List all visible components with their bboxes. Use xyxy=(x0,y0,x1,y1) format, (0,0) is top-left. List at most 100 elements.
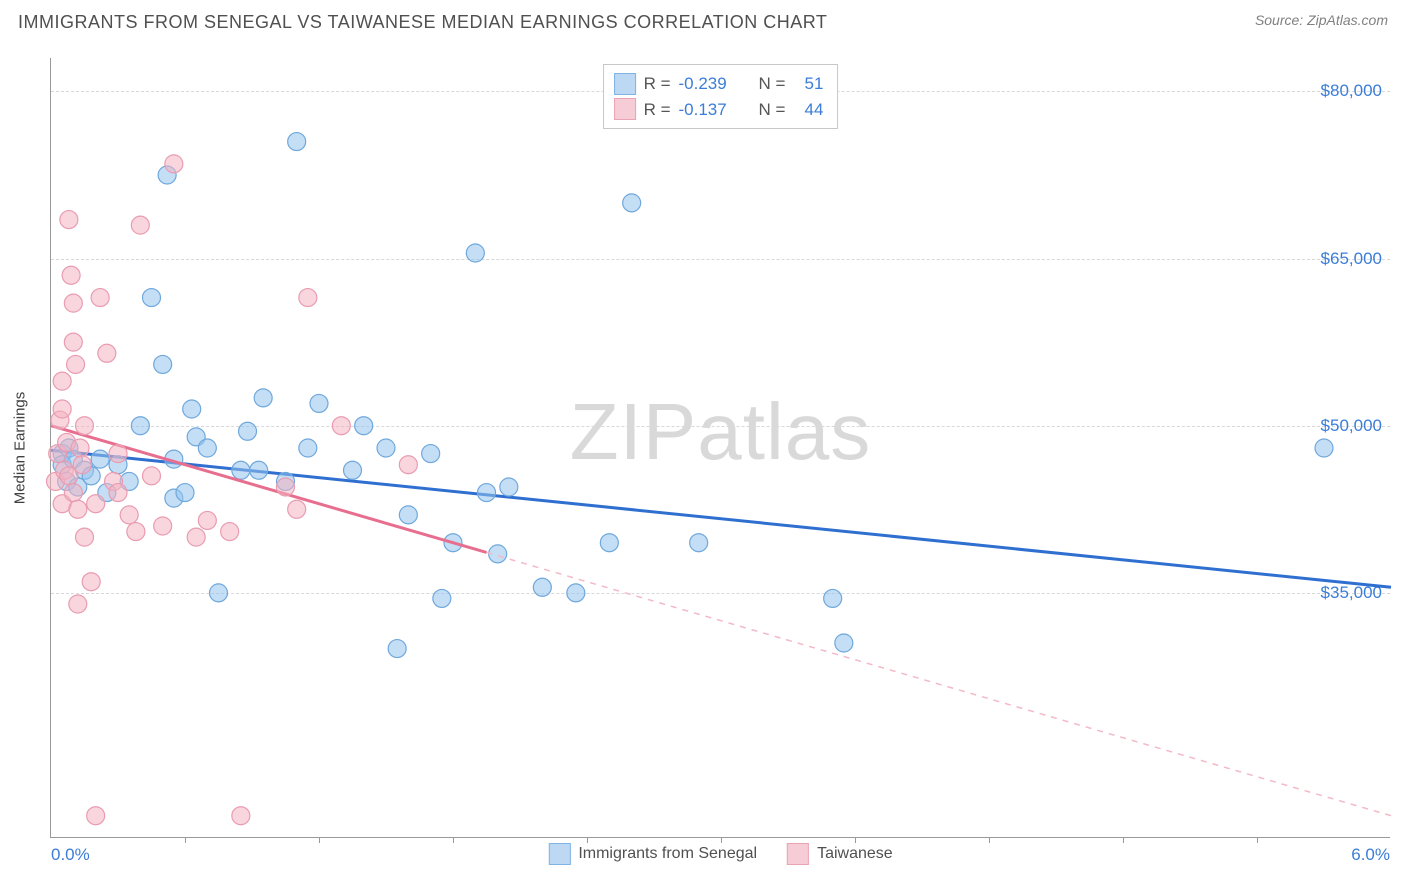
data-point xyxy=(131,417,149,435)
data-point xyxy=(198,511,216,529)
chart-title: IMMIGRANTS FROM SENEGAL VS TAIWANESE MED… xyxy=(18,12,827,33)
n-label: N = xyxy=(759,97,786,123)
data-point xyxy=(109,484,127,502)
data-point xyxy=(1315,439,1333,457)
data-point xyxy=(69,500,87,518)
scatter-svg xyxy=(51,58,1390,837)
data-point xyxy=(69,595,87,613)
data-point xyxy=(399,506,417,524)
series-legend-item: Taiwanese xyxy=(787,843,893,865)
x-tick xyxy=(453,837,454,843)
data-point xyxy=(154,355,172,373)
data-point xyxy=(73,456,91,474)
data-point xyxy=(183,400,201,418)
data-point xyxy=(53,372,71,390)
data-point xyxy=(53,400,71,418)
data-point xyxy=(623,194,641,212)
plot-region: $35,000$50,000$65,000$80,000 ZIPatlas 0.… xyxy=(50,58,1390,838)
data-point xyxy=(91,450,109,468)
x-tick xyxy=(319,837,320,843)
series-legend-label: Immigrants from Senegal xyxy=(578,845,757,863)
r-value: -0.137 xyxy=(679,97,741,123)
data-point xyxy=(76,528,94,546)
data-point xyxy=(127,523,145,541)
data-point xyxy=(254,389,272,407)
y-axis-title: Median Earnings xyxy=(12,392,29,505)
series-legend-item: Immigrants from Senegal xyxy=(548,843,757,865)
data-point xyxy=(500,478,518,496)
data-point xyxy=(67,355,85,373)
data-point xyxy=(433,589,451,607)
data-point xyxy=(835,634,853,652)
data-point xyxy=(277,478,295,496)
data-point xyxy=(62,266,80,284)
data-point xyxy=(377,439,395,457)
r-label: R = xyxy=(644,71,671,97)
data-point xyxy=(466,244,484,262)
data-point xyxy=(299,439,317,457)
series-legend-label: Taiwanese xyxy=(817,845,893,863)
data-point xyxy=(232,807,250,825)
data-point xyxy=(288,500,306,518)
data-point xyxy=(332,417,350,435)
legend-swatch xyxy=(787,843,809,865)
data-point xyxy=(87,495,105,513)
x-tick xyxy=(185,837,186,843)
x-tick xyxy=(1257,837,1258,843)
data-point xyxy=(690,534,708,552)
r-value: -0.239 xyxy=(679,71,741,97)
data-point xyxy=(232,461,250,479)
data-point xyxy=(221,523,239,541)
data-point xyxy=(120,506,138,524)
data-point xyxy=(76,417,94,435)
x-axis-max-label: 6.0% xyxy=(1351,845,1390,865)
data-point xyxy=(64,333,82,351)
data-point xyxy=(824,589,842,607)
data-point xyxy=(198,439,216,457)
chart-area: Median Earnings $35,000$50,000$65,000$80… xyxy=(50,58,1390,838)
data-point xyxy=(109,445,127,463)
data-point xyxy=(87,807,105,825)
legend-swatch xyxy=(548,843,570,865)
data-point xyxy=(533,578,551,596)
data-point xyxy=(478,484,496,502)
data-point xyxy=(187,528,205,546)
n-label: N = xyxy=(759,71,786,97)
source-label: Source: ZipAtlas.com xyxy=(1255,12,1388,28)
stats-legend-row: R =-0.137N =44 xyxy=(614,97,824,123)
n-value: 51 xyxy=(793,71,823,97)
trend-line-extrapolated xyxy=(487,552,1392,815)
data-point xyxy=(176,484,194,502)
data-point xyxy=(299,289,317,307)
data-point xyxy=(64,294,82,312)
data-point xyxy=(98,344,116,362)
data-point xyxy=(64,484,82,502)
x-axis-min-label: 0.0% xyxy=(51,845,90,865)
r-label: R = xyxy=(644,97,671,123)
data-point xyxy=(399,456,417,474)
data-point xyxy=(600,534,618,552)
stats-legend-row: R = -0.239 N = 51 xyxy=(614,71,824,97)
data-point xyxy=(154,517,172,535)
data-point xyxy=(310,394,328,412)
data-point xyxy=(567,584,585,602)
data-point xyxy=(210,584,228,602)
data-point xyxy=(250,461,268,479)
data-point xyxy=(143,289,161,307)
data-point xyxy=(422,445,440,463)
legend-swatch xyxy=(614,73,636,95)
data-point xyxy=(344,461,362,479)
data-point xyxy=(239,422,257,440)
data-point xyxy=(91,289,109,307)
data-point xyxy=(60,211,78,229)
x-tick xyxy=(989,837,990,843)
data-point xyxy=(143,467,161,485)
data-point xyxy=(288,133,306,151)
x-tick xyxy=(1123,837,1124,843)
data-point xyxy=(82,573,100,591)
stats-legend: R =-0.239N =51R =-0.137N =44 xyxy=(603,64,839,129)
data-point xyxy=(355,417,373,435)
data-point xyxy=(165,155,183,173)
data-point xyxy=(131,216,149,234)
legend-swatch xyxy=(614,98,636,120)
